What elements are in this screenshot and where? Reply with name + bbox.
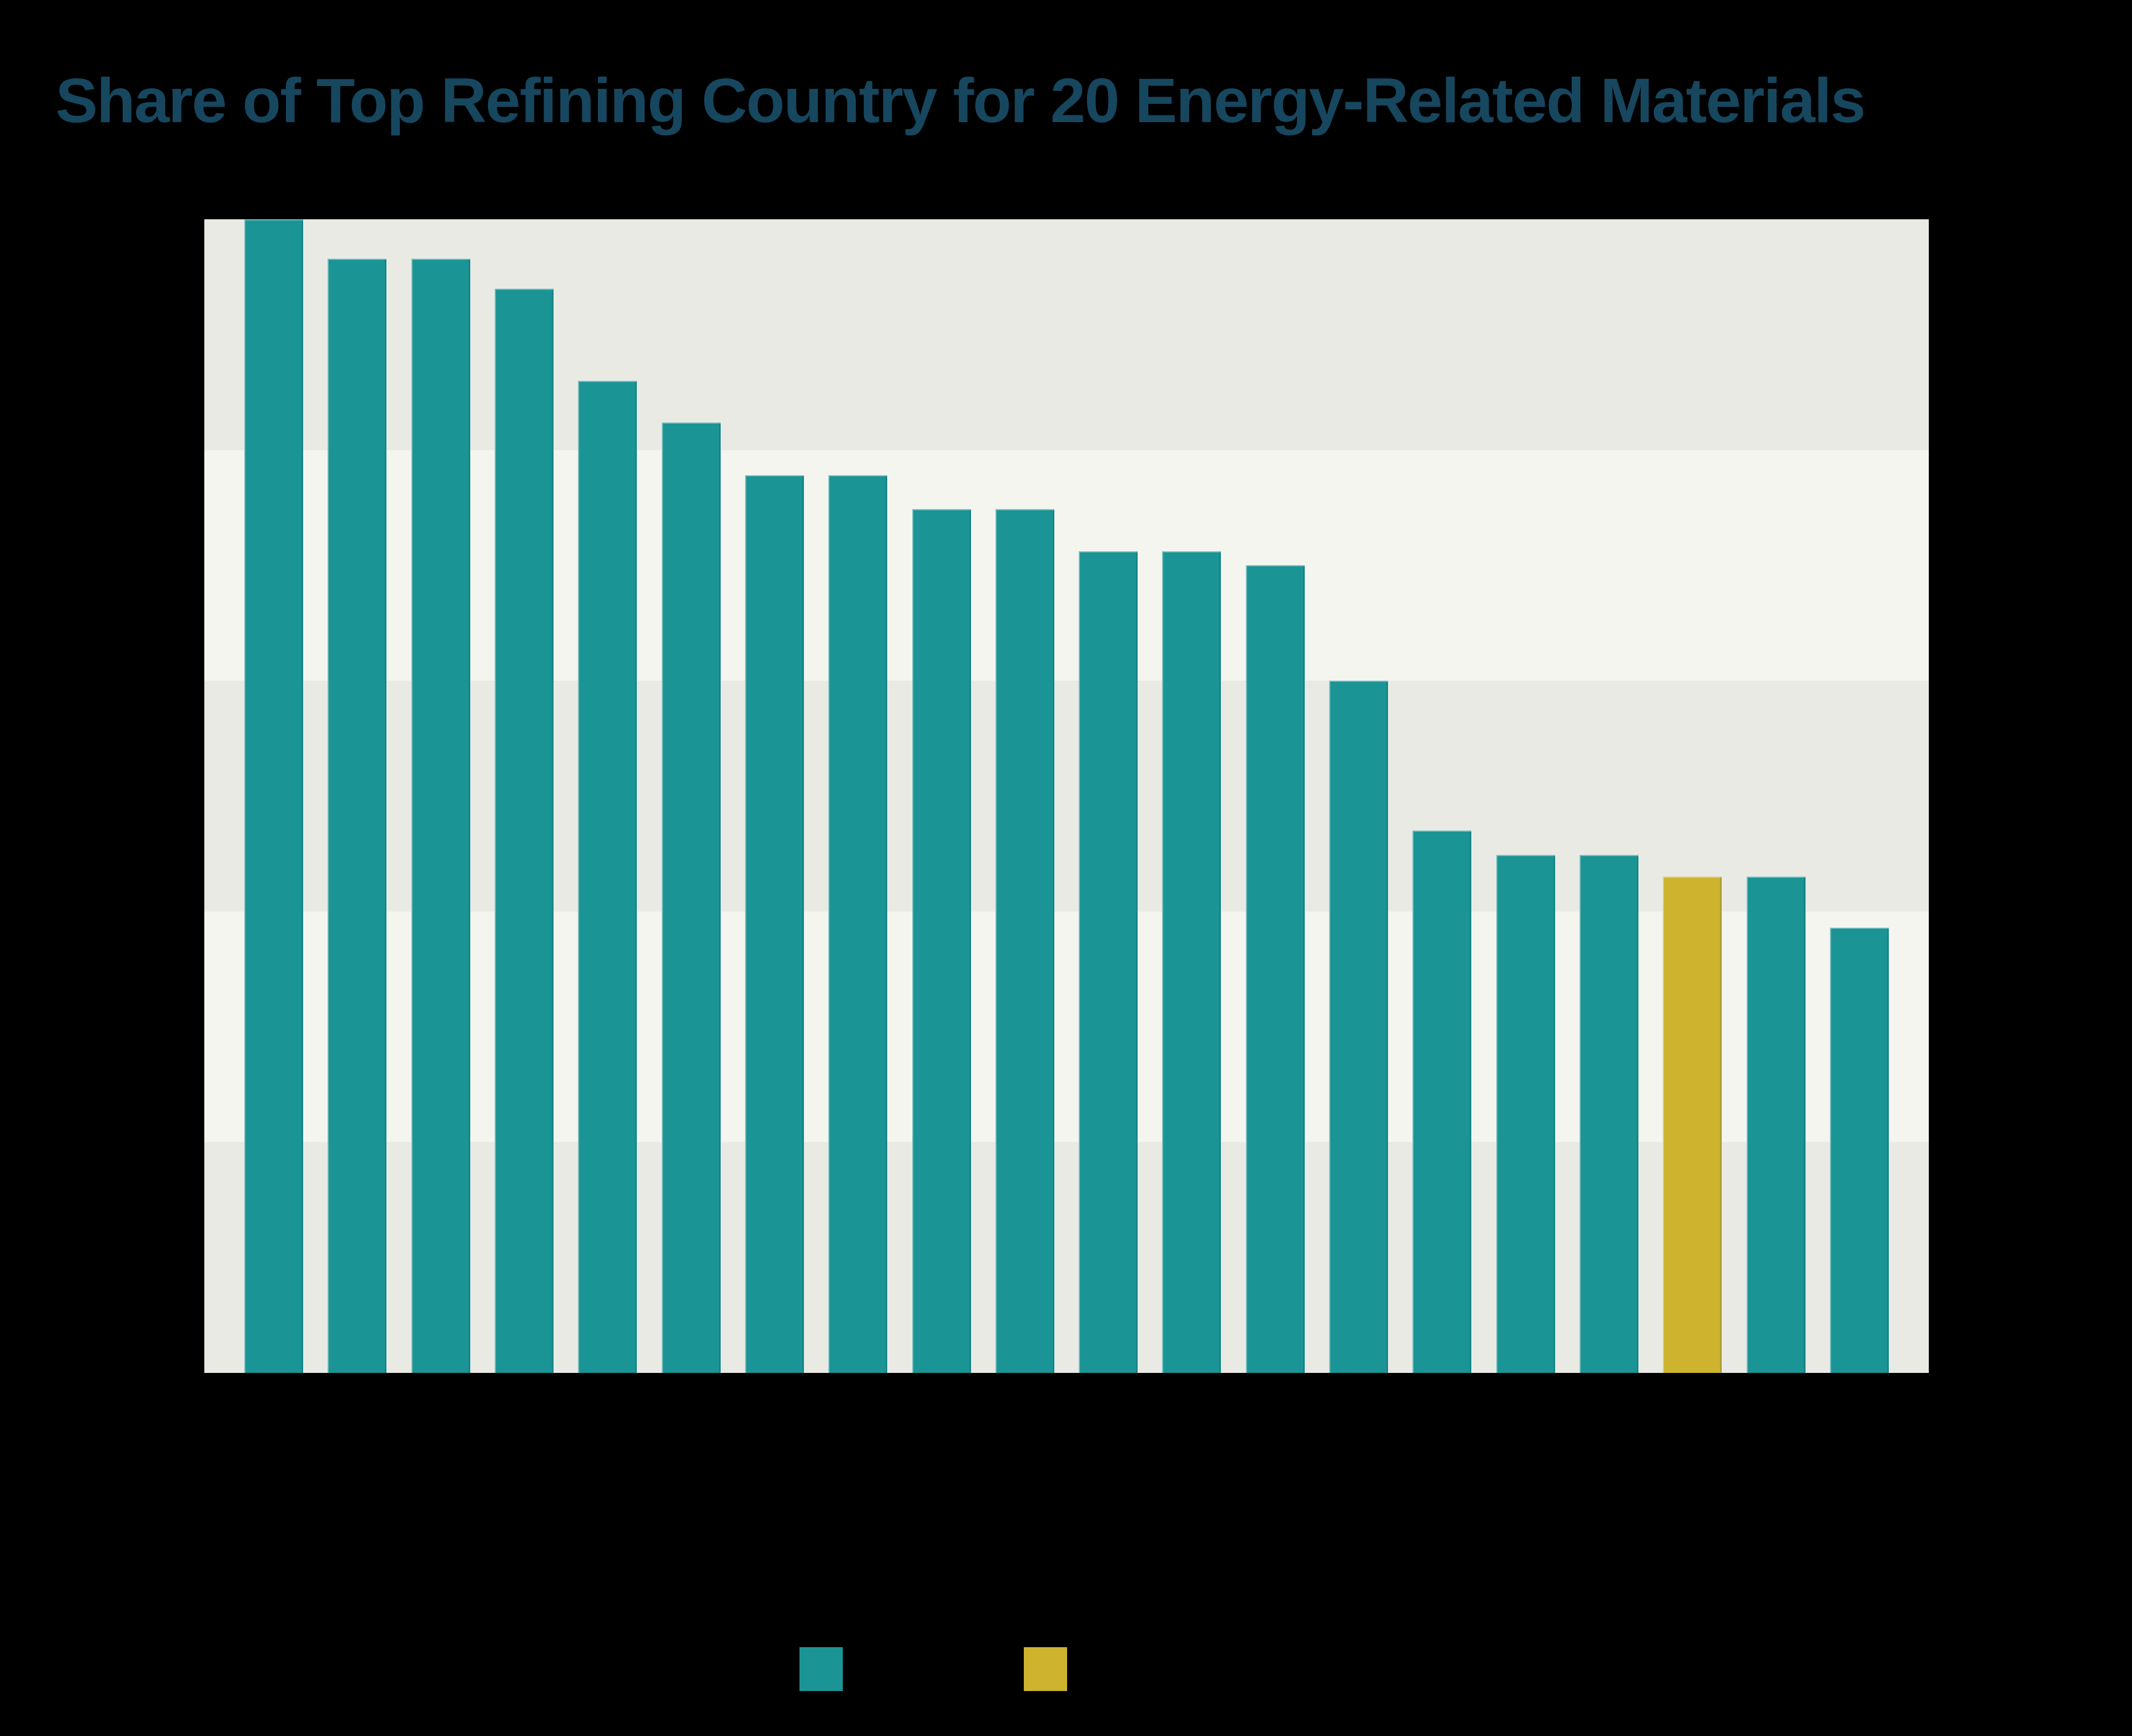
chart-title: Share of Top Refining Country for 20 Ene… <box>56 66 1864 135</box>
bar <box>1246 565 1305 1373</box>
bar <box>1830 928 1889 1373</box>
chart-page: Share of Top Refining Country for 20 Ene… <box>0 0 2132 1736</box>
bar <box>244 219 303 1373</box>
bar <box>828 475 887 1373</box>
bar <box>578 381 637 1373</box>
legend-swatch-primary-series <box>800 1647 843 1691</box>
plot-area <box>204 219 1929 1373</box>
bars-layer <box>204 219 1929 1373</box>
bar <box>912 509 971 1373</box>
bar <box>662 422 721 1373</box>
bar <box>995 509 1054 1373</box>
legend-swatch-highlight-series <box>1024 1647 1067 1691</box>
bar <box>1747 877 1806 1373</box>
bar-highlighted <box>1663 877 1722 1373</box>
bar <box>1496 855 1555 1373</box>
bar <box>495 289 554 1373</box>
bar <box>1162 551 1221 1373</box>
bar <box>411 259 470 1373</box>
bar <box>1329 681 1388 1373</box>
bar <box>1079 551 1138 1373</box>
bar <box>328 259 386 1373</box>
bar <box>745 475 804 1373</box>
bar <box>1412 831 1471 1373</box>
bar <box>1580 855 1638 1373</box>
